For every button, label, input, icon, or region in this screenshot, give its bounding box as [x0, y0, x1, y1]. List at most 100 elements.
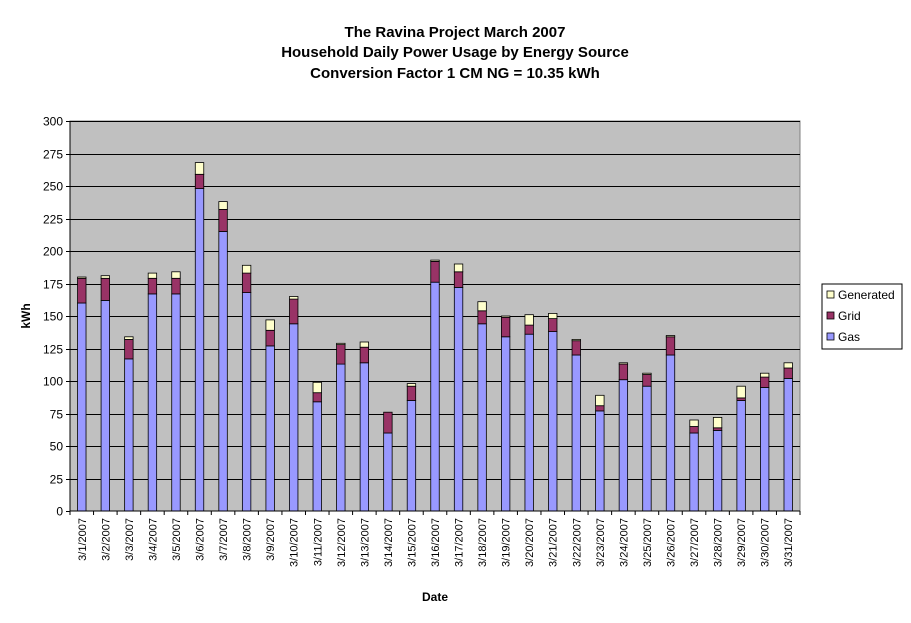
bar-segment-gas	[736, 400, 746, 512]
bar-segment-gas	[147, 293, 158, 512]
bar-segment-grid	[312, 392, 322, 403]
bar-segment-gas	[689, 432, 699, 512]
bar-segment-generated	[571, 338, 581, 342]
x-tick-label: 3/28/2007	[713, 518, 725, 567]
bar-segment-generated	[171, 271, 181, 279]
bar-segment-grid	[359, 346, 369, 364]
x-tick-label: 3/30/2007	[760, 518, 772, 567]
bar-segment-gas	[218, 231, 228, 512]
y-tick-label: 100	[43, 375, 63, 389]
bar-segment-grid	[77, 277, 87, 304]
bar-segment-gas	[171, 293, 181, 512]
bar-segment-generated	[430, 259, 440, 262]
bar-segment-grid	[665, 336, 676, 356]
y-axis-ticks: 0 25 50 75 100 125 150 175 200 225 250 275 300	[43, 115, 70, 519]
x-tick-label: 3/7/2007	[218, 518, 230, 561]
bar-segment-gas	[477, 323, 487, 512]
bar-segment-generated	[595, 394, 605, 407]
bar-segment-gas	[571, 354, 581, 512]
bar-segment-generated	[501, 315, 511, 318]
bar-segment-generated	[689, 419, 699, 427]
bar-segment-gas	[336, 363, 346, 512]
bar-segment-grid	[642, 374, 652, 387]
x-tick-label: 3/1/2007	[77, 518, 89, 561]
bar-segment-generated	[124, 336, 134, 340]
bar-segment-grid	[218, 208, 228, 232]
legend-box	[821, 283, 903, 350]
bar-segment-gas	[124, 358, 134, 512]
x-tick-label: 3/2/2007	[100, 518, 112, 561]
bar-segment-generated	[712, 416, 723, 429]
legend-swatch-gas	[826, 332, 835, 341]
legend-swatch-generated	[826, 290, 835, 299]
y-tick-label: 0	[56, 505, 63, 519]
x-tick-label: 3/4/2007	[147, 518, 159, 561]
bar-segment-gas	[783, 377, 793, 512]
y-tick-label: 175	[43, 278, 63, 292]
y-tick-label: 50	[50, 440, 64, 454]
x-tick-label: 3/5/2007	[171, 518, 183, 561]
bar-segment-grid	[124, 338, 134, 360]
bar-segment-generated	[406, 383, 417, 387]
bar-segment-gas	[194, 188, 205, 512]
bar-segment-generated	[665, 335, 676, 338]
bar-segment-generated	[194, 162, 205, 175]
bar-segment-gas	[453, 286, 464, 512]
bar-segment-generated	[336, 342, 346, 345]
chart-title-line-1: The Ravina Project March 2007	[345, 24, 566, 41]
bar-segment-grid	[383, 411, 393, 434]
bar-segment-gas	[241, 292, 252, 512]
bar-segment-gas	[359, 362, 369, 512]
x-tick-label: 3/21/2007	[548, 518, 560, 567]
x-tick-label: 3/10/2007	[289, 518, 301, 567]
bar-segment-generated	[147, 272, 158, 279]
x-tick-label: 3/8/2007	[242, 518, 254, 561]
bar-segment-grid	[501, 316, 511, 338]
bar-segment-grid	[241, 272, 252, 294]
bar-segment-generated	[241, 264, 252, 274]
y-tick-label: 300	[43, 115, 63, 129]
bar-segment-grid	[100, 277, 110, 301]
y-tick-label: 75	[50, 408, 64, 422]
bar-segment-grid	[453, 271, 464, 288]
x-tick-label: 3/9/2007	[265, 518, 277, 561]
legend-swatch-grid	[826, 311, 835, 320]
x-axis-title: Date	[422, 590, 448, 604]
bar-segment-gas	[430, 281, 440, 512]
bar-segment-grid	[171, 277, 181, 295]
bar-segment-generated	[618, 362, 629, 365]
chart-title-line-2: Household Daily Power Usage by Energy So…	[281, 44, 629, 61]
x-tick-label: 3/12/2007	[336, 518, 348, 567]
bar-segment-grid	[689, 426, 699, 434]
bar-segment-grid	[760, 376, 770, 388]
bar-segment-gas	[312, 401, 322, 512]
x-tick-label: 3/25/2007	[642, 518, 654, 567]
x-axis-ticks: 3/1/2007 3/2/2007 3/3/2007 3/4/2007 3/5/2007…	[69, 511, 801, 567]
x-tick-label: 3/11/2007	[312, 518, 324, 566]
x-tick-label: 3/6/2007	[195, 518, 207, 561]
bar-segment-generated	[760, 372, 770, 378]
bar-segment-generated	[783, 362, 793, 369]
y-tick-label: 225	[43, 213, 63, 227]
x-tick-label: 3/24/2007	[618, 518, 630, 567]
x-tick-label: 3/27/2007	[689, 518, 701, 567]
bar-segment-grid	[194, 173, 205, 190]
bar-segment-grid	[548, 318, 558, 333]
bar-segment-grid	[477, 310, 487, 325]
bar-segment-gas	[406, 400, 417, 512]
y-tick-label: 200	[43, 245, 63, 259]
y-tick-label: 125	[43, 343, 63, 357]
chart-title: The Ravina Project March 2007 Household …	[281, 24, 629, 82]
y-axis-title: kWh	[19, 303, 33, 328]
bar-segment-grid	[147, 277, 158, 295]
bar-segment-generated	[736, 385, 746, 399]
bar-segment-gas	[289, 323, 299, 512]
y-tick-label: 25	[50, 473, 64, 487]
bar-segment-generated	[548, 312, 558, 319]
legend-label-gas: Gas	[838, 330, 860, 344]
x-tick-label: 3/26/2007	[666, 518, 678, 567]
bar-segment-gas	[760, 387, 770, 512]
bar-segment-gas	[618, 379, 629, 512]
bar-segment-generated	[359, 341, 369, 348]
